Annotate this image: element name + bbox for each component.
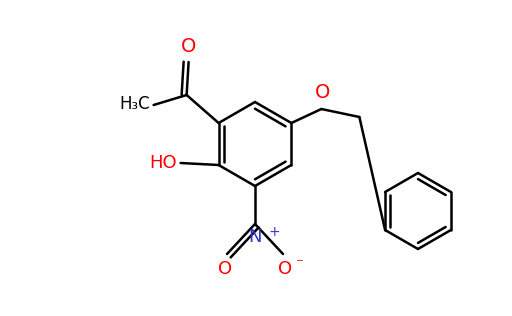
Text: ⁻: ⁻ xyxy=(296,256,304,271)
Text: +: + xyxy=(268,225,280,239)
Text: O: O xyxy=(218,260,232,278)
Text: O: O xyxy=(181,37,196,56)
Text: O: O xyxy=(315,83,330,102)
Text: HO: HO xyxy=(149,154,177,172)
Text: H₃C: H₃C xyxy=(119,95,150,113)
Text: O: O xyxy=(278,260,292,278)
Text: N: N xyxy=(248,228,262,246)
